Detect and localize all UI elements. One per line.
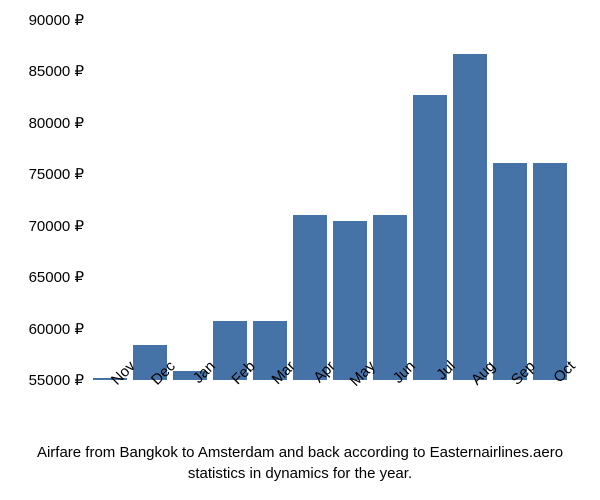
y-tick-label: 65000 ₽ (29, 268, 84, 286)
x-axis-labels: NovDecJanFebMarAprMayJunJulAugSepOct (90, 386, 570, 436)
y-tick-label: 55000 ₽ (29, 371, 84, 389)
y-tick-label: 85000 ₽ (29, 62, 84, 80)
y-tick-label: 90000 ₽ (29, 11, 84, 29)
y-axis-labels: 55000 ₽60000 ₽65000 ₽70000 ₽75000 ₽80000… (0, 20, 84, 380)
bar (533, 163, 567, 380)
bars-group (90, 20, 570, 380)
bar (413, 95, 447, 380)
chart-caption: Airfare from Bangkok to Amsterdam and ba… (30, 442, 570, 484)
bar (293, 215, 327, 380)
plot-area (90, 20, 570, 380)
bar (453, 54, 487, 380)
bar (333, 221, 367, 380)
bar (373, 215, 407, 380)
chart-container: 55000 ₽ 60000 ₽ 65000 ₽ 70000 ₽ 75000 ₽ 80000… (0, 0, 600, 500)
y-tick-label: 80000 ₽ (29, 114, 84, 132)
y-tick-label: 70000 ₽ (29, 217, 84, 235)
bar (493, 163, 527, 380)
y-tick-label: 75000 ₽ (29, 165, 84, 183)
y-tick-label: 60000 ₽ (29, 320, 84, 338)
